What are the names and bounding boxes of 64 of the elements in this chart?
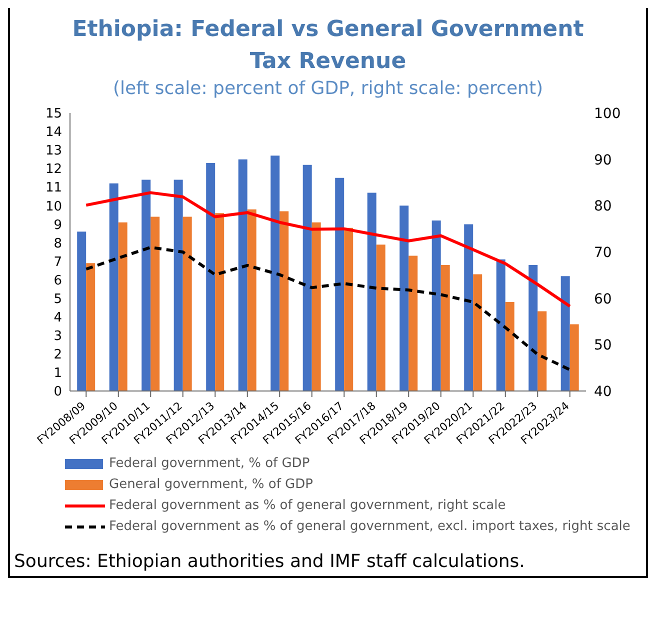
bar	[344, 228, 354, 391]
y-tick-label: 1	[54, 366, 62, 382]
y-tick-label: 11	[45, 180, 62, 196]
y2-tick-label: 100	[594, 106, 621, 122]
bar	[206, 163, 216, 391]
line-series	[84, 246, 572, 372]
bar	[560, 276, 570, 391]
bar	[215, 213, 224, 391]
bar	[505, 302, 514, 391]
bar	[302, 164, 312, 391]
chart-subtitle: (left scale: percent of GDP, right scale: percent)	[112, 78, 544, 99]
bar	[142, 180, 151, 391]
bar	[440, 264, 450, 391]
y-tick-label: 15	[45, 106, 62, 122]
bar	[77, 232, 86, 391]
y-tick-label: 0	[54, 384, 62, 400]
bar	[312, 222, 321, 391]
bar	[182, 216, 192, 391]
bar	[150, 216, 160, 391]
bar	[86, 263, 96, 391]
bar	[464, 224, 474, 391]
bar	[335, 178, 344, 391]
y-tick-label: 2	[54, 348, 62, 363]
y-tick-label: 4	[54, 310, 62, 326]
y-tick-label: 8	[54, 236, 62, 252]
bar	[538, 311, 547, 391]
bar	[118, 222, 128, 391]
chart-title: Ethiopia: Federal vs General Government Tax Revenue	[71, 16, 585, 76]
y2-tick-label: 80	[594, 198, 612, 215]
legend-label: Federal government as % of general government, right scale	[109, 497, 506, 515]
legend-label: General government, % of GDP	[109, 476, 313, 494]
y-tick-label: 7	[54, 254, 62, 270]
bar	[367, 192, 376, 391]
y-tick-label: 14	[45, 125, 62, 140]
y2-tick-label: 40	[594, 384, 612, 400]
bar	[238, 159, 248, 391]
bar	[280, 211, 289, 391]
y2-tick-label: 90	[594, 152, 612, 168]
legend-label: Federal government as % of general government, excl. import taxes, right scale	[109, 518, 630, 536]
y-tick-label: 5	[54, 292, 62, 307]
y2-tick-label: 50	[594, 338, 612, 354]
line-series	[84, 191, 572, 308]
y-tick-label: 6	[54, 273, 62, 288]
y2-tick-label: 60	[594, 291, 612, 308]
bar	[400, 206, 409, 391]
y-tick-label: 13	[45, 144, 62, 159]
source-note: Sources: Ethiopian authorities and IMF staff calculations.	[13, 550, 526, 574]
y-tick-label: 3	[54, 329, 62, 344]
bar	[109, 183, 118, 391]
bar	[376, 244, 386, 391]
bar	[270, 156, 280, 391]
bar	[570, 324, 579, 391]
bar	[528, 264, 538, 391]
y-tick-label: 10	[45, 199, 62, 214]
bar	[432, 220, 441, 391]
y-tick-label: 12	[45, 162, 62, 178]
bar	[473, 274, 482, 391]
y2-tick-label: 70	[594, 244, 612, 261]
bar	[408, 256, 418, 391]
bar	[496, 259, 506, 391]
bar	[174, 180, 183, 391]
bar	[247, 209, 256, 391]
y-tick-label: 9	[54, 218, 62, 233]
legend-label: Federal government, % of GDP	[109, 455, 310, 473]
